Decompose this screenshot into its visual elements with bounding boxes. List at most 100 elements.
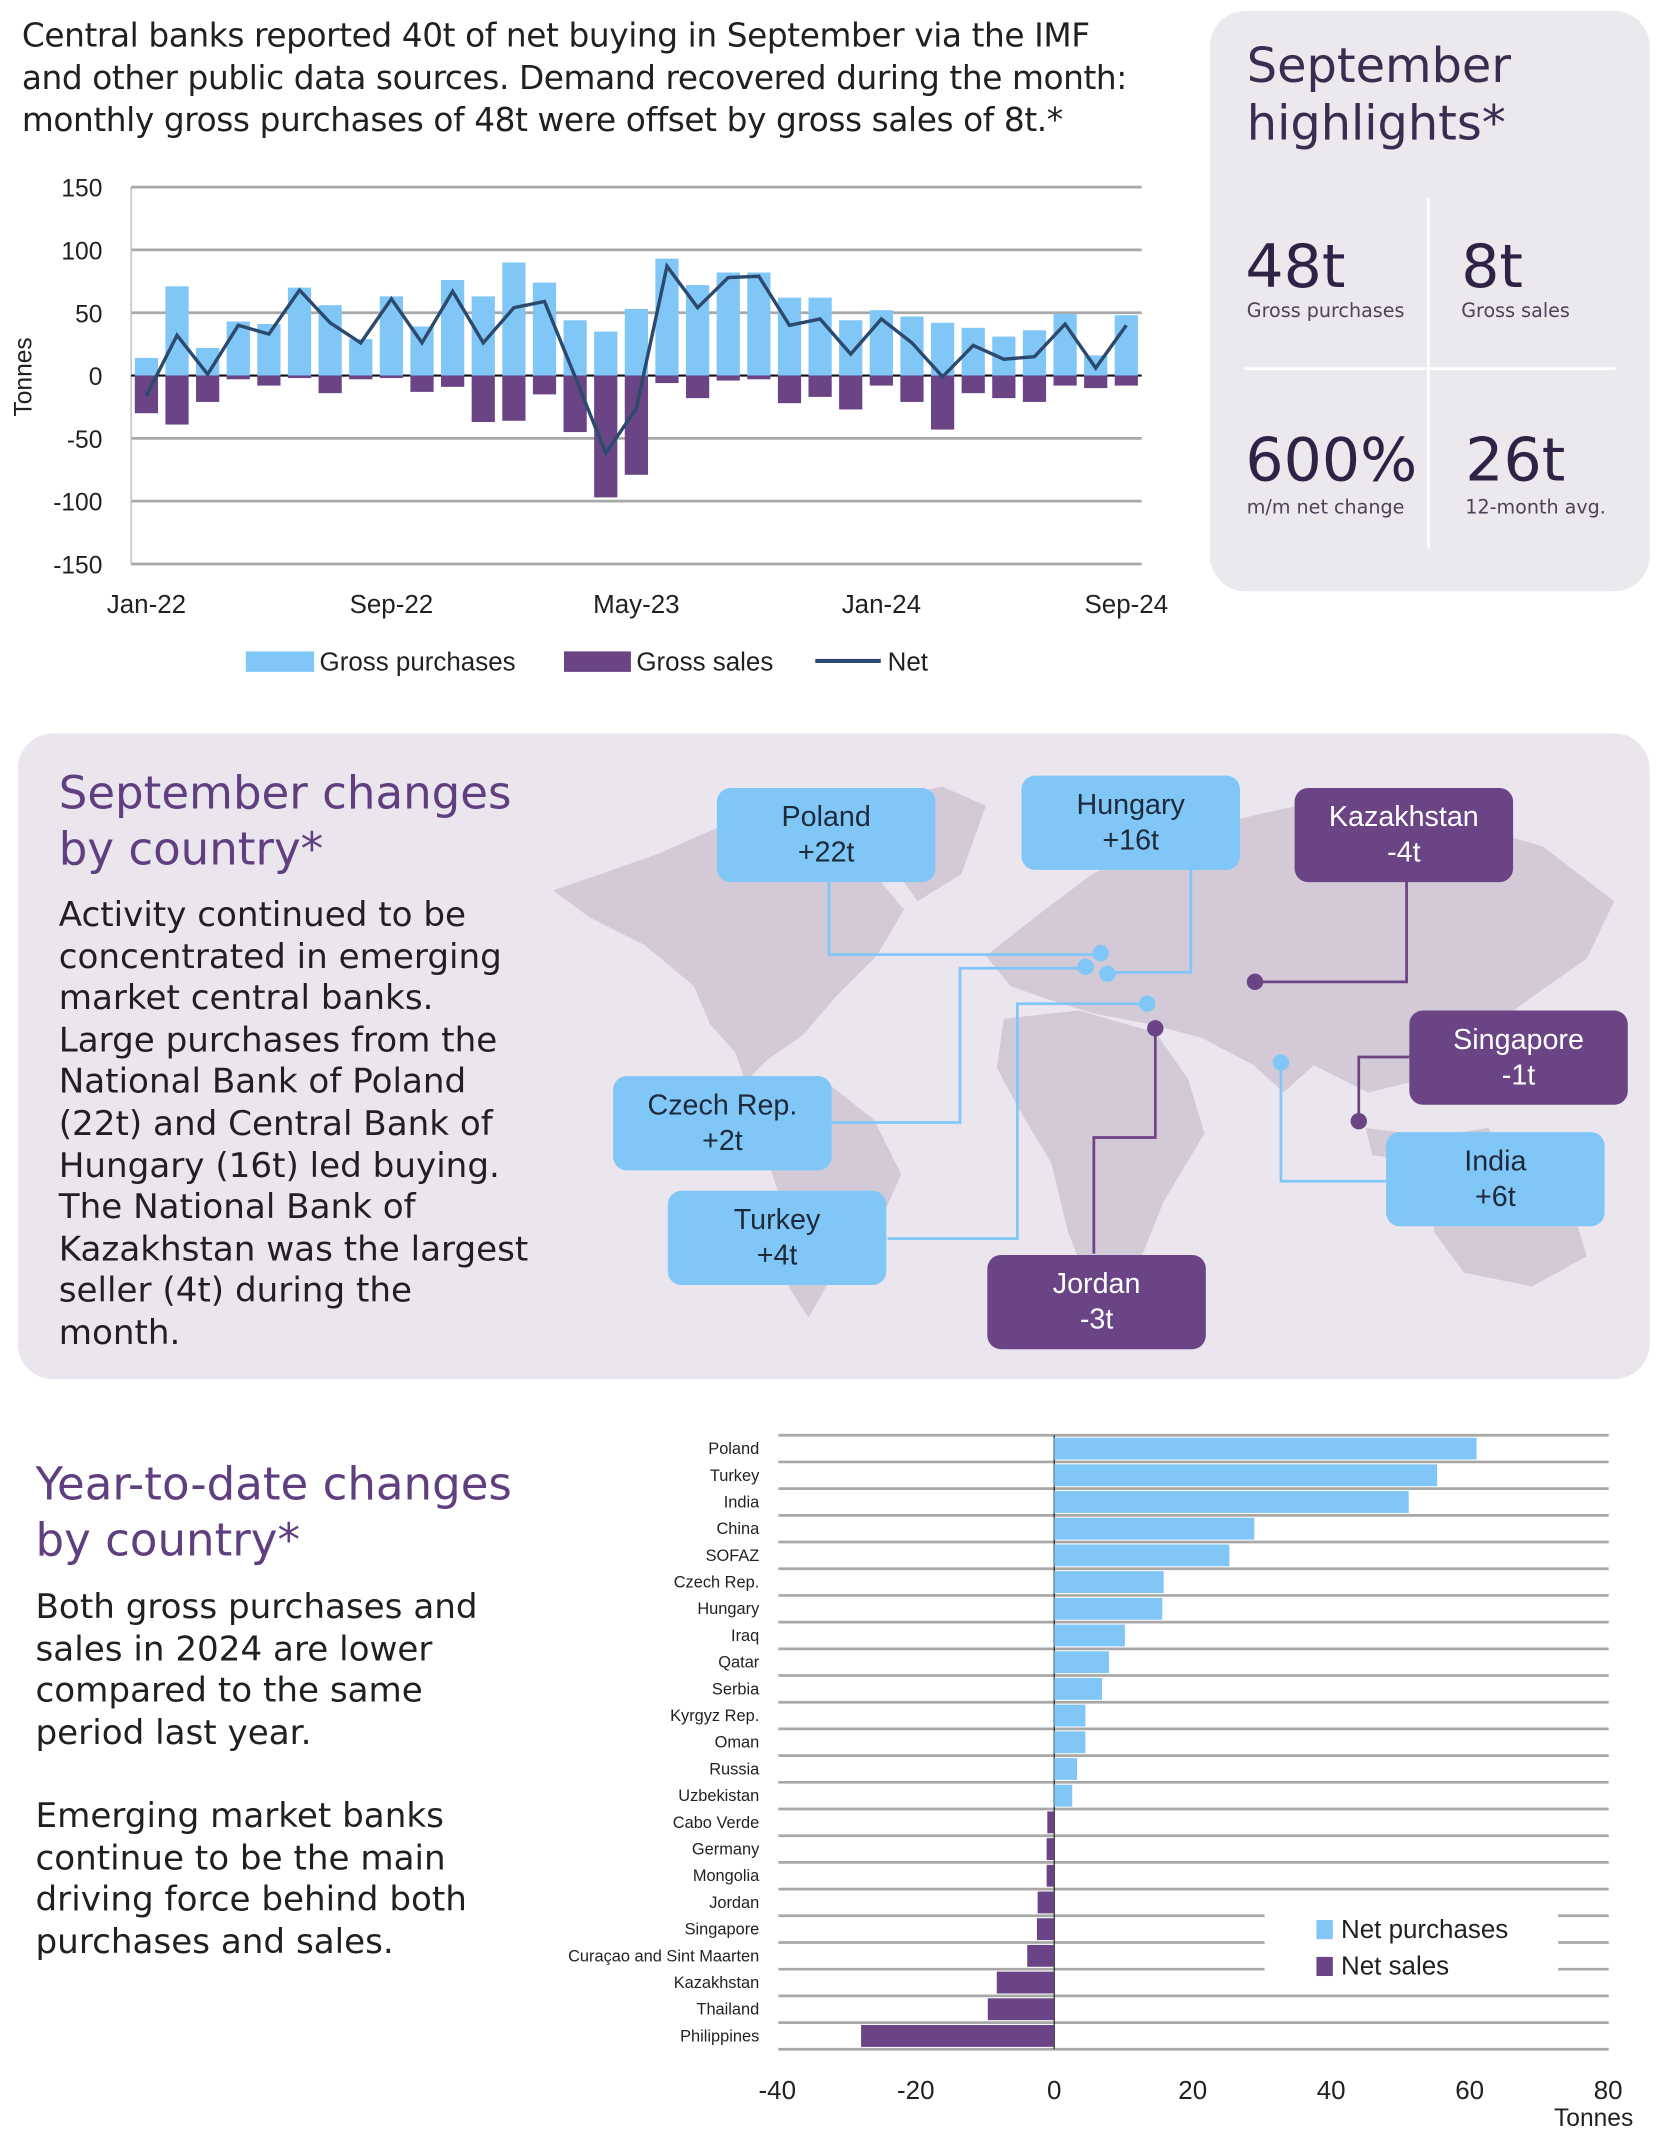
bar-gross-sales [961, 375, 985, 394]
bar-gross-purchases [410, 326, 434, 376]
ytd-title-line2: by country* [35, 1513, 300, 1567]
dot-poland [1092, 944, 1109, 962]
bar-net-sale [996, 1971, 1055, 1994]
bar-gross-purchases [839, 320, 863, 376]
callout-country: Jordan [1052, 1267, 1141, 1300]
legend-label-net-purchases: Net purchases [1341, 1916, 1508, 1944]
bar-gross-sales [502, 375, 526, 421]
x-tick-label: 0 [1047, 2077, 1061, 2105]
bar-gross-purchases [165, 286, 189, 376]
bar-gross-sales [930, 375, 955, 430]
category-label: Hungary [697, 1600, 760, 1618]
bar-net-sale [987, 1998, 1055, 2021]
callout-country: Singapore [1453, 1023, 1584, 1055]
bar-gross-purchases [318, 305, 342, 376]
connector-kazakhstan [1254, 880, 1408, 984]
callout-country: Czech Rep. [647, 1089, 798, 1121]
gross-sales-value: 8t [1461, 232, 1523, 302]
bar-gross-sales [471, 375, 495, 423]
connector-hungary [1107, 869, 1193, 974]
bar-net-purchase [1054, 1491, 1409, 1513]
callout-value: -1t [1501, 1059, 1536, 1091]
category-label: Poland [708, 1440, 759, 1458]
twelve-month-avg-label: 12-month avg. [1465, 497, 1606, 519]
category-label: Singapore [685, 1921, 760, 1939]
dot-czech [1077, 958, 1094, 976]
bar-gross-purchases [992, 336, 1016, 376]
callout-value: -3t [1079, 1303, 1114, 1335]
net-line [144, 262, 1128, 458]
bar-net-purchase [1054, 1571, 1164, 1594]
bar-net-purchase [1054, 1437, 1477, 1460]
bar-gross-sales [747, 375, 771, 380]
legend-swatch-gross-purchases [245, 651, 315, 672]
bar-gross-sales [196, 375, 220, 402]
highlights-title-line2: highlights* [1246, 96, 1506, 152]
category-label: Qatar [718, 1654, 760, 1672]
category-label: Philippines [680, 2027, 759, 2045]
dot-india [1272, 1054, 1290, 1071]
category-label: Serbia [712, 1680, 760, 1698]
connector-poland [827, 880, 1101, 956]
bar-net-sale [1037, 1891, 1055, 1914]
ytd-title-line1: Year-to-date changes [35, 1457, 512, 1511]
y-tick-label: 150 [61, 176, 102, 203]
category-label: Germany [692, 1841, 760, 1859]
callout-value: +16t [1102, 824, 1160, 856]
x-tick-label: -20 [897, 2077, 935, 2105]
y-tick-label: -150 [53, 553, 102, 580]
bar-net-purchase [1054, 1544, 1230, 1567]
category-label: India [724, 1493, 760, 1511]
dot-jordan [1147, 1020, 1164, 1037]
bar-net-sale [1046, 1838, 1055, 1860]
category-label: SOFAZ [706, 1547, 760, 1565]
bar-gross-sales [777, 375, 802, 404]
legend-swatch-net-sales [1316, 1956, 1333, 1977]
bar-gross-sales [808, 375, 832, 397]
callout-turkey: Turkey +4t [667, 1190, 887, 1286]
category-label: Iraq [731, 1627, 759, 1645]
bar-gross-purchases [502, 262, 526, 376]
bar-gross-sales [839, 375, 863, 410]
x-axis-label: Tonnes [1554, 2105, 1633, 2132]
category-label: Turkey [710, 1467, 760, 1485]
bar-gross-purchases [900, 316, 924, 376]
gross-purchases-label: Gross purchases [1246, 300, 1405, 323]
bar-net-purchase [1054, 1731, 1086, 1754]
twelve-month-avg-value: 26t [1465, 426, 1566, 496]
callout-kazakhstan: Kazakhstan -4t [1294, 787, 1514, 883]
callout-country: India [1464, 1145, 1527, 1177]
callout-value: +2t [702, 1124, 743, 1156]
callout-singapore: Singapore -1t [1409, 1010, 1628, 1105]
legend-background [1264, 1909, 1559, 1986]
september-changes-title-line2: by country* [58, 822, 324, 876]
category-label: Kyrgyz Rep. [670, 1707, 759, 1725]
legend-label-net: Net [888, 649, 929, 677]
callout-country: Turkey [733, 1203, 821, 1236]
category-label: Oman [715, 1734, 760, 1752]
bar-gross-sales [1053, 375, 1077, 386]
bar-net-purchase [1054, 1677, 1103, 1700]
bar-gross-sales [318, 375, 342, 394]
gross-purchases-value: 48t [1245, 232, 1346, 302]
category-label: Mongolia [693, 1867, 760, 1885]
category-label: Russia [709, 1760, 760, 1778]
september-changes-title-line1: September changes [58, 766, 512, 820]
bar-gross-sales [716, 375, 740, 381]
bar-gross-purchases [379, 296, 403, 376]
bar-net-sale [1047, 1811, 1055, 1834]
bar-gross-sales [226, 375, 250, 380]
x-tick-label: Sep-24 [1085, 591, 1169, 619]
net-change-label: m/m net change [1246, 497, 1405, 519]
y-tick-label: -100 [53, 490, 102, 517]
callout-connectors [827, 869, 1410, 1254]
bar-net-purchase [1054, 1784, 1073, 1807]
highlights-title: September highlights* [1247, 38, 1511, 153]
x-tick-label: 60 [1455, 2077, 1484, 2105]
bar-net-purchase [1054, 1704, 1086, 1727]
bar-gross-sales [686, 375, 710, 399]
category-label: Jordan [709, 1894, 759, 1912]
callout-hungary: Hungary +16t [1021, 775, 1240, 870]
bar-gross-purchases [930, 322, 955, 376]
